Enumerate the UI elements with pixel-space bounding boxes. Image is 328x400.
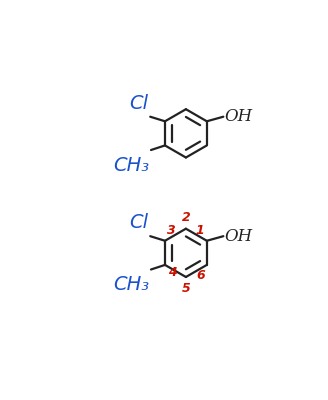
Text: OH: OH	[224, 108, 253, 125]
Text: CH₃: CH₃	[113, 156, 150, 175]
Text: Cl: Cl	[129, 213, 148, 232]
Text: 4: 4	[168, 266, 176, 280]
Text: 1: 1	[195, 224, 204, 237]
Text: OH: OH	[224, 228, 253, 245]
Text: Cl: Cl	[129, 94, 148, 113]
Text: 5: 5	[181, 282, 190, 295]
Text: 6: 6	[196, 269, 205, 282]
Text: 3: 3	[167, 224, 175, 237]
Text: CH₃: CH₃	[113, 275, 150, 294]
Text: 2: 2	[181, 211, 190, 224]
